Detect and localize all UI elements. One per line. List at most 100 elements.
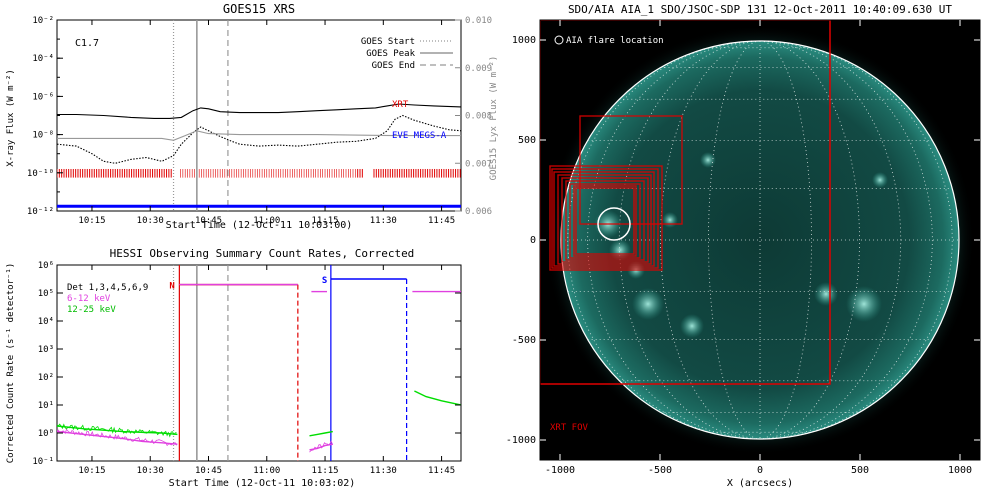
aia-flare-legend: AIA flare location [554, 35, 664, 46]
xrt-pointing-box [557, 174, 652, 265]
xrt-pointing-box [561, 177, 649, 263]
goes-x-axis-label: Start Time (12-Oct-11 10:03:00) [166, 220, 353, 231]
aia-y-tick-label: -1000 [506, 435, 536, 446]
aia-x-axis-label: X (arcsecs) [727, 478, 793, 489]
xrt-pointing-box [549, 165, 663, 271]
goes-x-tick-label: 10:45 [195, 216, 222, 226]
goes-y-tick-label: 10⁻⁸ [32, 131, 54, 141]
longitude-line [660, 40, 761, 440]
goes-legend-end-label: GOES End [372, 61, 415, 71]
hessi-y-tick-label: 10¹ [38, 401, 54, 411]
goes-right-y-tick-label: 0.006 [465, 207, 492, 217]
goes-series-long-channel [57, 103, 461, 119]
goes-right-y-axis-label: GOES15 Lyx Flux (W m⁻²) [489, 56, 499, 181]
goes-y-tick-label: 10⁻¹⁰ [27, 169, 54, 179]
hessi-x-tick-label: 10:15 [78, 466, 105, 476]
goes-x-tick-label: 11:00 [253, 216, 280, 226]
hessi-6-12kev-noise-2 [309, 440, 333, 453]
heliographic-grid [561, 40, 959, 440]
aia-flare-location-circle [597, 207, 631, 241]
hessi-night-annotation: N [169, 282, 174, 292]
aia-y-tick-label: 0 [530, 235, 536, 246]
goes-y-tick-label: 10⁻¹² [27, 207, 54, 217]
goes-y-axis-label: X-ray Flux (W m⁻²) [6, 69, 16, 167]
hessi-x-tick-label: 11:30 [370, 466, 397, 476]
goes-xrt-label: XRT [392, 100, 409, 110]
longitude-line [759, 40, 860, 440]
goes-series-goes15-lyx [57, 130, 461, 141]
hessi-plot-frame [56, 264, 462, 462]
goes-axes: 10:15 10:30 10:45 11:00 11:15 11:30 11:45 10⁻² 1… [27, 16, 492, 226]
goes-legend: GOES Start GOES Peak GOES End [361, 37, 453, 71]
active-region-brightening [814, 282, 838, 306]
hessi-x-tick-label: 10:45 [195, 466, 222, 476]
goes-x-tick-label: 10:15 [78, 216, 105, 226]
active-region-brightening [872, 172, 888, 188]
hessi-x-tick-label: 11:45 [428, 466, 455, 476]
active-region-brightening [846, 286, 882, 322]
goes-y-tick-label: 10⁻⁴ [32, 54, 54, 64]
aia-y-tick-label: 1000 [512, 35, 536, 46]
xrt-pointing-box [551, 168, 659, 269]
aia-image-panel: SDO/AIA AIA_1 SDO/JSOC-SDP 131 12-Oct-20… [506, 3, 981, 489]
aia-x-tick-label: 1000 [948, 465, 972, 476]
longitude-line [759, 40, 953, 440]
aia-xrt-fov-label: XRT FOV [550, 423, 589, 433]
aia-x-tick-label: 0 [757, 465, 763, 476]
aia-flare-legend-symbol [554, 35, 564, 45]
goes-eve-label: EVE MEGS-A [392, 131, 447, 141]
active-region-brightening [632, 288, 664, 320]
goes-x-tick-label: 11:45 [428, 216, 455, 226]
longitude-line [567, 40, 761, 440]
aia-chart-title: SDO/AIA AIA_1 SDO/JSOC-SDP 131 12-Oct-20… [568, 3, 952, 16]
hessi-x-tick-label: 10:30 [137, 466, 164, 476]
goes-right-y-tick-label: 0.008 [465, 112, 492, 122]
aia-overlays [540, 20, 831, 385]
xrt-pointing-box [569, 183, 641, 259]
goes-plot-area [57, 20, 461, 211]
longitude-line [618, 40, 761, 440]
hessi-y-tick-label: 10⁰ [38, 429, 54, 439]
xrt-pointing-box [579, 115, 683, 225]
xrt-pointing-box [565, 180, 645, 261]
hessi-y-tick-label: 10⁴ [38, 317, 54, 327]
goes-right-y-tick-label: 0.010 [465, 16, 492, 26]
hessi-axes: N S 10:15 10:30 10:45 11:00 11:15 11:30 11:45 10⁶… [32, 261, 461, 476]
hessi-plot-area [57, 265, 461, 461]
goes-y-tick-label: 10⁻⁶ [32, 92, 54, 102]
goes-chart-title: GOES15 XRS [223, 2, 295, 16]
hessi-y-tick-label: 10⁵ [38, 289, 54, 299]
hessi-y-tick-label: 10³ [38, 345, 54, 355]
goes-series-short-channel [57, 114, 461, 164]
active-region-brightening [700, 152, 716, 168]
goes-xrs-chart: GOES15 XRS 10:15 10:30 10:45 11:00 11:15 11:3… [6, 2, 499, 231]
longitude-line [759, 40, 933, 440]
aia-x-tick-label: -500 [648, 465, 672, 476]
aia-axes: -1000 -500 0 500 1000 1000 500 0 -500 -1000 [506, 20, 980, 476]
hessi-x-axis-label: Start Time (12-Oct-11 10:03:02) [169, 478, 356, 489]
hessi-chart-title: HESSI Observing Summary Count Rates, Cor… [110, 247, 415, 260]
hessi-y-tick-label: 10⁻¹ [32, 457, 54, 467]
aia-x-tick-label: 500 [851, 465, 869, 476]
hessi-12-25kev-noise [57, 423, 177, 438]
hessi-legend-detectors: Det 1,3,4,5,6,9 [67, 283, 148, 293]
aia-image-area [540, 20, 975, 455]
goes-legend-peak-label: GOES Peak [366, 49, 415, 59]
goes-right-y-tick-label: 0.007 [465, 159, 492, 169]
hessi-count-rate-chart: HESSI Observing Summary Count Rates, Cor… [6, 247, 462, 489]
hessi-legend: Det 1,3,4,5,6,9 6-12 keV 12-25 keV [67, 283, 148, 315]
aia-flare-legend-label: AIA flare location [566, 36, 664, 46]
hessi-series-12-25-kev [414, 390, 461, 406]
aia-y-tick-label: 500 [518, 135, 536, 146]
goes-x-tick-label: 10:30 [137, 216, 164, 226]
xrt-fov-box [540, 20, 831, 385]
active-region-brightening [680, 314, 704, 338]
xrt-pointing-box [575, 187, 635, 255]
longitude-line [759, 40, 902, 440]
hessi-saa-annotation: S [322, 276, 327, 286]
hessi-legend-12-25kev: 12-25 keV [67, 305, 116, 315]
hessi-6-12kev-noise [57, 428, 177, 447]
hessi-x-tick-label: 11:15 [311, 466, 338, 476]
hessi-y-tick-label: 10⁶ [38, 261, 54, 271]
